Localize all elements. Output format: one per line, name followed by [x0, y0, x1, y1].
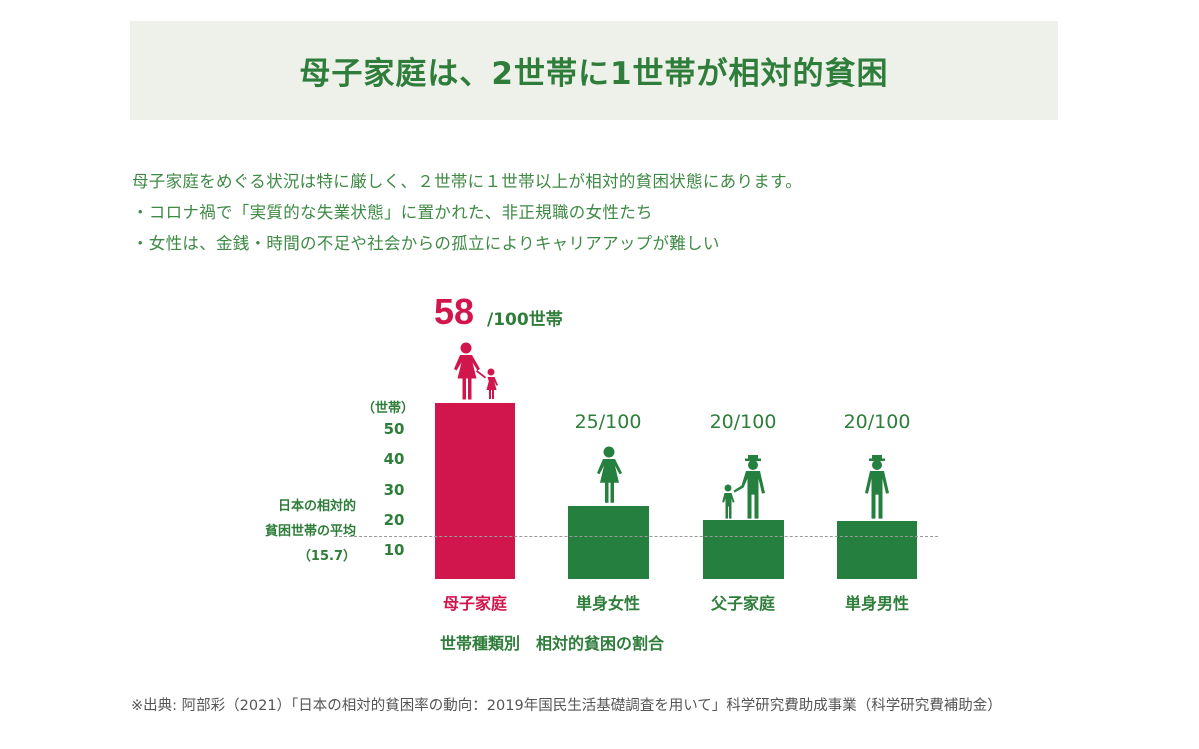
woman-icon	[597, 446, 622, 503]
category-label: 単身男性	[844, 594, 909, 613]
page-title: 母子家庭は、2世帯に1世帯が相対的貧困	[299, 56, 889, 92]
y-tick: 40	[383, 450, 405, 468]
average-label: 日本の相対的 貧困世帯の平均 （15.7）	[265, 494, 356, 569]
mother-child-icon	[454, 342, 498, 400]
y-tick: 20	[383, 511, 405, 529]
bar-boshi-katei	[435, 403, 515, 579]
bar-value-label: 20/100	[709, 411, 777, 433]
chart-caption: 世帯種類別 相対的貧困の割合	[440, 634, 665, 653]
average-label-value: （15.7）	[297, 549, 356, 564]
average-label-line: 日本の相対的	[277, 499, 356, 514]
category-label: 母子家庭	[442, 594, 507, 613]
highlight-value: 58	[434, 291, 475, 332]
source-citation: ※出典: 阿部彩（2021）「日本の相対的貧困率の動向：2019年国民生活基礎調…	[131, 698, 1002, 714]
y-tick: 30	[383, 481, 405, 499]
y-tick: 50	[383, 420, 405, 438]
intro-line: 母子家庭をめぐる状況は特に厳しく、２世帯に１世帯以上が相対的貧困状態にあります。	[132, 172, 803, 191]
bar-value-label: 20/100	[843, 411, 911, 433]
intro-bullet: ・コロナ禍で「実質的な失業状態」に置かれた、非正規職の女性たち	[132, 203, 653, 222]
bar-tanshin-dansei	[837, 521, 917, 579]
bar-tanshin-josei	[568, 506, 649, 579]
title-banner: 母子家庭は、2世帯に1世帯が相対的貧困	[130, 21, 1058, 120]
bar-value-label: 25/100	[574, 411, 642, 433]
average-label-line: 貧困世帯の平均	[264, 524, 356, 539]
highlight-suffix: /100世帯	[487, 310, 563, 330]
y-axis-unit: （世帯）	[362, 401, 415, 416]
intro-text: 母子家庭をめぐる状況は特に厳しく、２世帯に１世帯以上が相対的貧困状態にあります。…	[132, 166, 802, 259]
category-label: 単身女性	[575, 594, 640, 613]
intro-bullet: ・女性は、金銭・時間の不足や社会からの孤立によりキャリアアップが難しい	[132, 234, 720, 253]
bar-fushi-katei	[703, 520, 784, 579]
man-icon	[865, 455, 889, 519]
father-child-icon	[722, 455, 765, 519]
category-label: 父子家庭	[710, 594, 775, 613]
y-tick: 10	[383, 541, 405, 559]
average-reference-line	[334, 536, 938, 537]
